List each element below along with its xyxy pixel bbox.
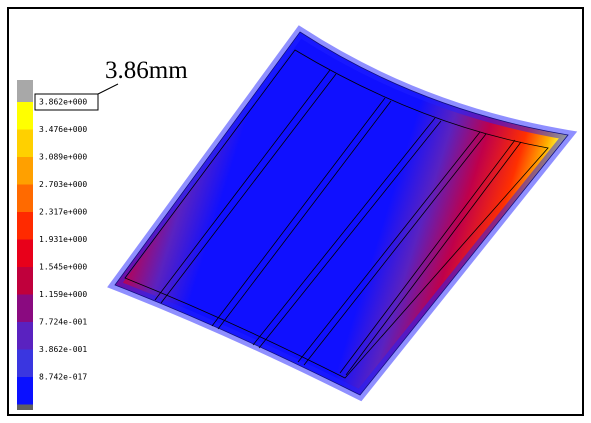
legend-swatch: [17, 294, 33, 322]
legend-label: 1.159e+000: [39, 290, 87, 299]
legend-label: 3.089e+000: [39, 153, 87, 162]
legend-swatch: [17, 184, 33, 212]
annotation: 3.86mm: [105, 57, 188, 84]
legend-label: 3.862e-001: [39, 345, 87, 354]
legend-swatch: [17, 377, 33, 405]
legend-swatch: [17, 129, 33, 157]
legend-label: 2.317e+000: [39, 208, 87, 217]
legend-swatch: [17, 102, 33, 130]
legend-swatch: [17, 349, 33, 377]
legend-swatch: [17, 157, 33, 185]
legend-swatch: [17, 404, 33, 410]
legend-swatch: [17, 80, 33, 102]
legend-label: 3.862e+000: [39, 98, 87, 107]
legend-label: 3.476e+000: [39, 125, 87, 134]
legend-label: 1.931e+000: [39, 235, 87, 244]
annotation-leader: [97, 83, 119, 95]
legend-swatch: [17, 212, 33, 240]
legend-label: 8.742e-017: [39, 373, 87, 382]
legend-swatch: [17, 239, 33, 267]
annotation-box: [34, 93, 99, 111]
legend: 3.862e+000 3.476e+000 3.089e+000 2.703e+000…: [17, 80, 87, 410]
legend-label: 7.724e-001: [39, 318, 87, 327]
legend-label: 1.545e+000: [39, 263, 87, 272]
legend-swatch: [17, 267, 33, 295]
legend-label: 2.703e+000: [39, 180, 87, 189]
plate: [107, 25, 578, 402]
legend-swatch: [17, 322, 33, 350]
